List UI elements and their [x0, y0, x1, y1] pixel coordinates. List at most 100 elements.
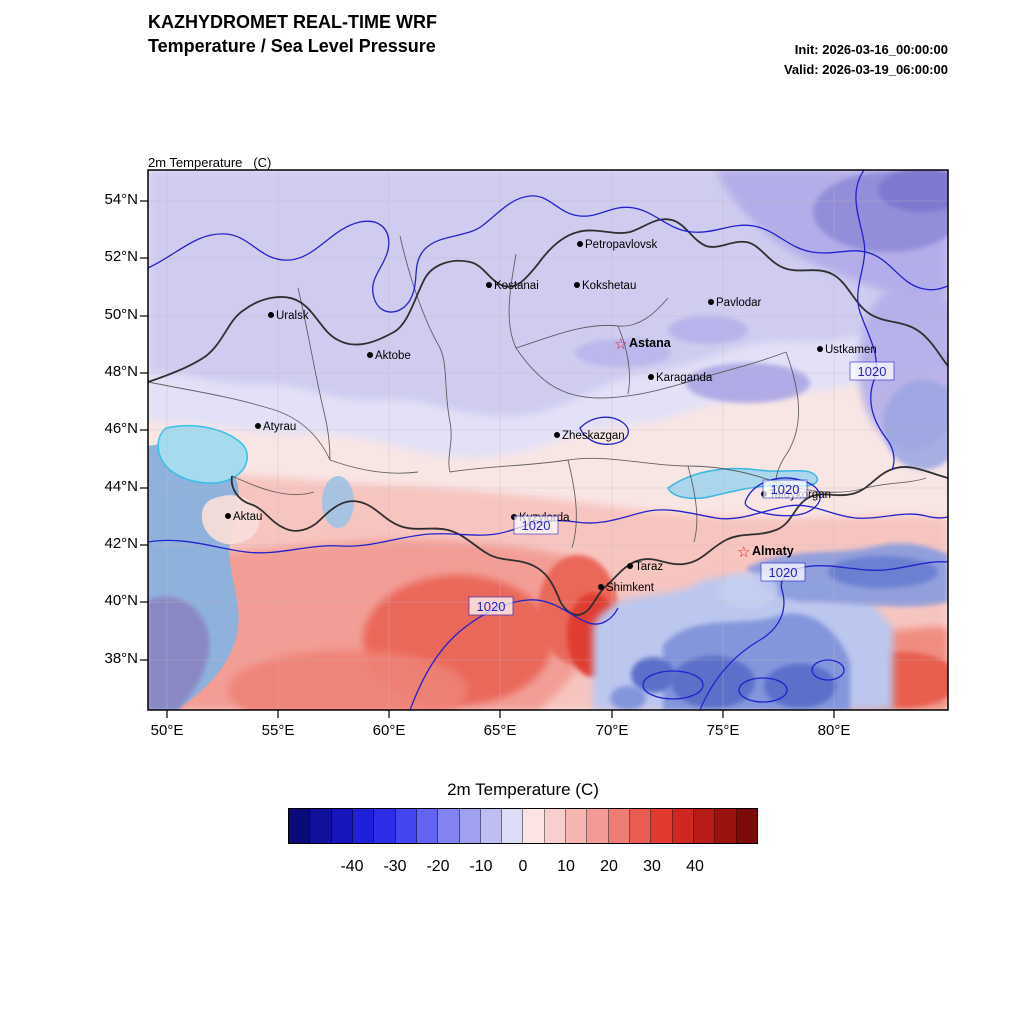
caspian-shallow-coast — [157, 424, 248, 484]
city-label: Petropavlovsk — [585, 239, 657, 251]
colorbar-cell — [416, 809, 439, 843]
city-marker — [577, 241, 583, 247]
lat-tick-label: 54°N — [104, 191, 138, 208]
temp-blob — [575, 339, 671, 367]
run-info: Init: 2026-03-16_00:00:00 Valid: 2026-03… — [784, 40, 948, 79]
colorbar-cell — [374, 809, 396, 843]
colorbar-cell — [736, 809, 757, 843]
lat-tick-label: 46°N — [104, 420, 138, 437]
temp-blob — [668, 316, 748, 344]
lat-tick-label: 40°N — [104, 592, 138, 609]
colorbar-tick: -30 — [383, 858, 407, 875]
city-label: Uralsk — [276, 310, 309, 322]
colorbar-cell — [289, 809, 311, 843]
pressure-value-labels: 1020 1020 1020 1020 1020 — [468, 361, 895, 616]
colorbar-tick: 0 — [518, 858, 528, 875]
lon-tick-label: 55°E — [261, 722, 295, 739]
lon-tick-label: 65°E — [483, 722, 517, 739]
page-subtitle: Temperature / Sea Level Pressure — [148, 36, 436, 57]
colorbar-tick: -40 — [340, 858, 364, 875]
city-marker — [598, 584, 604, 590]
city-marker — [367, 352, 373, 358]
colorbar-cell — [438, 809, 460, 843]
lake-balkhash — [667, 467, 819, 500]
colorbar-cells — [289, 809, 757, 843]
lon-tick-label: 80°E — [817, 722, 851, 739]
colorbar-cell — [630, 809, 652, 843]
svg-text:1020: 1020 — [769, 565, 798, 580]
init-time: Init: 2026-03-16_00:00:00 — [794, 42, 948, 57]
city-marker — [708, 299, 714, 305]
lat-tick-label: 42°N — [104, 535, 138, 552]
svg-text:1020: 1020 — [477, 599, 506, 614]
city-marker — [627, 563, 633, 569]
city-marker — [486, 282, 492, 288]
pressure-label: 1020 — [468, 596, 514, 616]
city-label: Atyrau — [263, 421, 296, 433]
colorbar-cell — [587, 809, 609, 843]
city-label: Aktau — [233, 511, 262, 523]
colorbar-cell — [672, 809, 694, 843]
colorbar-cell — [651, 809, 673, 843]
caspian-deep — [148, 596, 210, 710]
colorbar-cell — [566, 809, 588, 843]
mangyshlak-peninsula — [201, 495, 260, 545]
city-label: Taraz — [635, 561, 663, 573]
capital-label: Astana — [629, 336, 672, 350]
pressure-label: 1020 — [760, 562, 806, 582]
colorbar-cell — [715, 809, 737, 843]
map-frame — [147, 169, 949, 711]
city-marker — [268, 312, 274, 318]
map-panel: Petropavlovsk Kostanai Kokshetau Pavloda… — [140, 169, 949, 718]
lon-tick-label: 50°E — [150, 722, 184, 739]
city-label: Karaganda — [656, 372, 713, 384]
pressure-contours — [148, 170, 948, 710]
valid-time: Valid: 2026-03-19_06:00:00 — [783, 61, 948, 77]
capital-star-icon: ☆ — [614, 336, 627, 353]
lon-tick-label: 70°E — [595, 722, 629, 739]
oblast-borders — [148, 235, 927, 549]
colorbar-cell — [502, 809, 524, 843]
city-label: Kokshetau — [582, 280, 636, 292]
colorbar — [288, 808, 758, 844]
temp-blob-cold — [671, 656, 755, 708]
city-label: Shimkent — [606, 582, 655, 594]
colorbar-cell — [544, 809, 567, 843]
colorbar-cell — [310, 809, 332, 843]
lat-tick-label: 50°N — [104, 306, 138, 323]
colorbar-tick: 40 — [686, 858, 704, 875]
national-border — [148, 218, 948, 616]
city-marker — [817, 346, 823, 352]
colorbar-cell — [480, 809, 503, 843]
colorbar-title: 2m Temperature (C) — [447, 780, 599, 799]
city-marker — [554, 432, 560, 438]
axis-ticks — [140, 200, 835, 718]
lat-tick-label: 52°N — [104, 248, 138, 265]
weather-map: Petropavlovsk Kostanai Kokshetau Pavloda… — [140, 169, 949, 718]
city-marker — [255, 423, 261, 429]
svg-text:1020: 1020 — [858, 364, 887, 379]
city-label: Ustkamen — [825, 344, 877, 356]
temp-blob — [883, 380, 948, 470]
pressure-label: 1020 — [513, 515, 559, 535]
svg-text:1020: 1020 — [771, 482, 800, 497]
temp-blob-cold — [828, 556, 938, 588]
colorbar-tick: 10 — [557, 858, 575, 875]
city-label: Pavlodar — [716, 297, 762, 309]
header: KAZHYDROMET REAL-TIME WRF Temperature / … — [148, 10, 437, 59]
lon-tick-label: 60°E — [372, 722, 406, 739]
city-label: Aktobe — [375, 350, 411, 362]
temp-blob — [878, 170, 948, 212]
capital-star-icon: ☆ — [737, 544, 750, 561]
svg-text:1020: 1020 — [522, 518, 551, 533]
colorbar-cell — [331, 809, 353, 843]
colorbar-cell — [608, 809, 630, 843]
city-label: Kostanai — [494, 280, 539, 292]
pressure-label: 1020 — [849, 361, 895, 381]
colorbar-cell — [459, 809, 481, 843]
lat-tick-label: 44°N — [104, 478, 138, 495]
city-marker — [225, 513, 231, 519]
aral-sea — [322, 476, 354, 528]
colorbar-cell — [352, 809, 375, 843]
colorbar-cell — [693, 809, 716, 843]
